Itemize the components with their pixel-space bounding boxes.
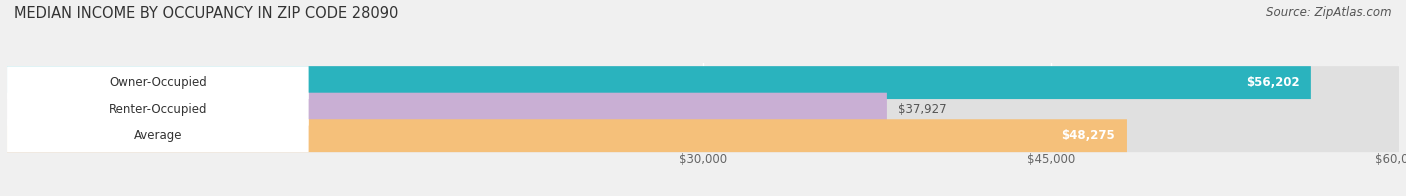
FancyBboxPatch shape [7, 119, 308, 152]
Text: Average: Average [134, 129, 181, 142]
Text: $56,202: $56,202 [1246, 76, 1299, 89]
FancyBboxPatch shape [7, 93, 887, 126]
Text: Source: ZipAtlas.com: Source: ZipAtlas.com [1267, 6, 1392, 19]
FancyBboxPatch shape [7, 66, 308, 99]
FancyBboxPatch shape [7, 119, 1128, 152]
FancyBboxPatch shape [7, 119, 1399, 152]
Text: Renter-Occupied: Renter-Occupied [108, 103, 207, 116]
FancyBboxPatch shape [7, 93, 1399, 126]
Text: $48,275: $48,275 [1062, 129, 1115, 142]
Text: $37,927: $37,927 [898, 103, 948, 116]
FancyBboxPatch shape [7, 66, 1310, 99]
Text: MEDIAN INCOME BY OCCUPANCY IN ZIP CODE 28090: MEDIAN INCOME BY OCCUPANCY IN ZIP CODE 2… [14, 6, 398, 21]
FancyBboxPatch shape [7, 93, 308, 126]
FancyBboxPatch shape [7, 66, 1399, 99]
Text: Owner-Occupied: Owner-Occupied [108, 76, 207, 89]
